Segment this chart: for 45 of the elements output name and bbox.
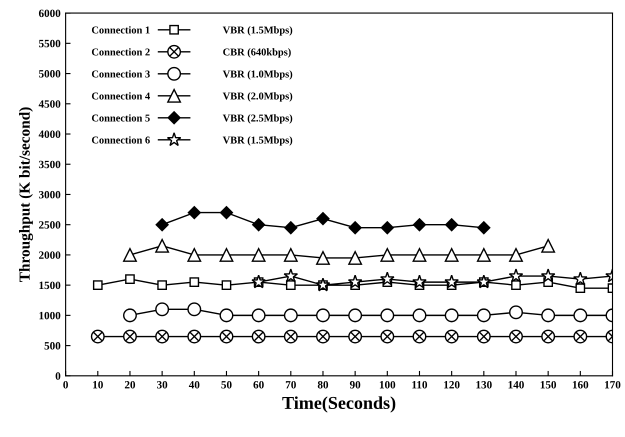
x-tick-label: 0 (63, 381, 68, 388)
annotation: VBR (1.5Mbps) (222, 136, 292, 146)
x-axis-title: Time(Seconds) (282, 396, 396, 413)
x-tick-label: 150 (540, 381, 556, 388)
annotation: VBR (2.0Mbps) (222, 92, 292, 102)
x-tick-label: 140 (508, 381, 524, 388)
x-tick-label: 70 (286, 381, 296, 388)
legend-label: Connection 1 (92, 26, 150, 34)
x-tick-label: 100 (380, 381, 396, 388)
annotation: VBR (1.5Mbps) (222, 26, 292, 36)
x-tick-label: 50 (221, 381, 232, 388)
y-tick-label: 5500 (38, 40, 60, 48)
x-tick-label: 60 (253, 381, 264, 388)
x-tick-label: 90 (350, 381, 360, 388)
x-tick-label: 30 (156, 381, 168, 388)
legend-label: Connection 6 (92, 136, 150, 144)
x-tick-label: 80 (318, 381, 328, 388)
x-tick-label: 160 (572, 381, 588, 388)
legend-label: Connection 4 (92, 92, 150, 100)
x-tick-label: 170 (605, 381, 620, 388)
y-tick-label: 500 (44, 342, 60, 350)
y-tick-label: 4500 (38, 100, 60, 108)
annotation: CBR (640kbps) (223, 48, 291, 58)
x-tick-label: 110 (412, 381, 428, 388)
y-tick-label: 3000 (38, 190, 60, 198)
legend-label: Connection 3 (92, 70, 150, 78)
legend-label: Connection 2 (92, 48, 150, 56)
y-axis-title: Throughput (K bit/second) (19, 107, 33, 282)
y-tick-label: 2500 (39, 221, 60, 229)
y-tick-label: 2000 (39, 251, 60, 259)
y-tick-label: 1500 (39, 282, 60, 290)
x-tick-label: 120 (444, 381, 460, 388)
y-tick-label: 6000 (38, 10, 60, 18)
annotation: VBR (2.5Mbps) (222, 114, 292, 124)
y-tick-label: 3500 (38, 160, 60, 168)
y-tick-label: 1000 (39, 312, 60, 320)
y-tick-label: 5000 (38, 70, 60, 78)
legend-label: Connection 5 (92, 114, 150, 122)
x-tick-label: 10 (93, 381, 103, 388)
x-tick-label: 40 (188, 381, 200, 388)
x-tick-label: 20 (124, 381, 136, 388)
x-tick-label: 130 (476, 381, 492, 388)
y-tick-label: 0 (56, 372, 60, 380)
y-tick-label: 4000 (38, 130, 60, 138)
annotation: VBR (1.0Mbps) (222, 70, 292, 80)
